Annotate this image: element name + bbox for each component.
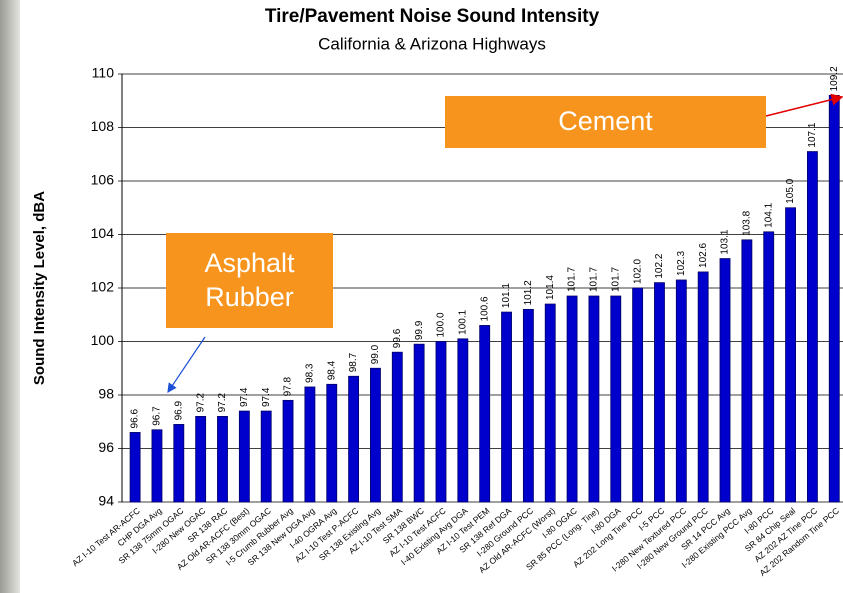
bar	[173, 424, 185, 503]
value-label: 99.0	[370, 344, 381, 364]
y-axis-label: Sound Intensity Level, dBA	[31, 191, 48, 385]
value-label: 98.3	[305, 363, 316, 383]
bar	[238, 410, 250, 503]
y-tick-label: 96	[98, 439, 114, 455]
value-label: 99.9	[414, 320, 425, 340]
bar	[129, 432, 141, 503]
bar	[763, 231, 775, 503]
y-tick-label: 104	[91, 225, 115, 241]
bar	[828, 95, 840, 503]
bar	[697, 271, 709, 503]
bar	[610, 295, 622, 503]
bar	[151, 429, 163, 503]
value-label: 105.0	[785, 178, 796, 203]
bar	[566, 295, 578, 503]
y-tick-label: 108	[91, 118, 115, 134]
value-label: 98.7	[348, 352, 359, 372]
value-label: 96.6	[130, 409, 141, 429]
value-label: 97.8	[283, 376, 294, 396]
value-label: 101.4	[545, 275, 556, 300]
bar	[675, 279, 687, 503]
y-tick-label: 94	[98, 493, 114, 509]
bar	[260, 410, 272, 503]
bar	[479, 325, 491, 503]
bar	[282, 399, 294, 503]
annotation-arrow	[765, 93, 843, 117]
bar	[632, 287, 644, 503]
value-label: 101.1	[501, 283, 512, 308]
bar	[806, 151, 818, 503]
value-label: 101.7	[589, 267, 600, 292]
value-label: 101.7	[610, 267, 621, 292]
value-label: 96.9	[173, 401, 184, 421]
value-label: 98.4	[326, 360, 337, 380]
bar	[304, 386, 316, 503]
bar	[348, 375, 360, 503]
bar	[217, 415, 228, 503]
y-tick-label: 100	[91, 332, 115, 348]
bar	[588, 295, 600, 503]
bar	[195, 415, 207, 503]
value-label: 104.1	[763, 202, 774, 227]
background-strip	[0, 0, 20, 593]
value-label: 100.6	[479, 296, 490, 321]
y-tick-label: 106	[91, 172, 115, 188]
bar	[522, 308, 534, 503]
value-label: 107.1	[807, 122, 818, 147]
annotation-box: Cement	[445, 96, 766, 148]
y-tick-label: 102	[91, 279, 115, 295]
y-tick-label: 110	[92, 65, 115, 81]
value-label: 101.2	[523, 280, 534, 305]
value-label: 109.2	[829, 66, 840, 91]
bar	[719, 258, 731, 503]
y-tick-label: 98	[98, 386, 114, 402]
bar	[544, 303, 556, 503]
value-label: 102.6	[698, 242, 709, 267]
value-label: 99.6	[392, 328, 403, 348]
value-label: 97.4	[261, 387, 272, 407]
value-label: 97.2	[217, 392, 228, 412]
chart-subtitle: California & Arizona Highways	[318, 34, 546, 53]
value-label: 97.2	[195, 392, 206, 412]
bar	[457, 338, 469, 503]
annotation-arrow	[167, 336, 206, 393]
value-label: 102.3	[676, 251, 687, 276]
value-label: 103.1	[720, 229, 731, 254]
bar	[785, 207, 796, 503]
bar	[654, 282, 665, 503]
bar	[501, 311, 512, 503]
annotation-box: Asphalt Rubber	[166, 233, 333, 328]
value-label: 96.7	[152, 406, 163, 426]
chart-title: Tire/Pavement Noise Sound Intensity	[265, 6, 600, 27]
value-label: 102.0	[632, 259, 643, 284]
value-label: 100.1	[457, 309, 468, 334]
value-label: 101.7	[567, 267, 578, 292]
bar	[326, 383, 338, 503]
bar	[391, 351, 403, 503]
value-label: 100.0	[436, 312, 447, 337]
value-label: 97.4	[239, 387, 250, 407]
bar	[370, 367, 381, 503]
bar	[435, 341, 447, 503]
bar	[741, 239, 753, 503]
value-label: 103.8	[742, 210, 753, 235]
bar	[413, 343, 425, 503]
value-label: 102.2	[654, 253, 665, 278]
